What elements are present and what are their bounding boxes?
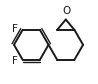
Text: F: F	[12, 56, 18, 66]
Text: O: O	[63, 6, 71, 16]
Text: F: F	[12, 24, 18, 34]
